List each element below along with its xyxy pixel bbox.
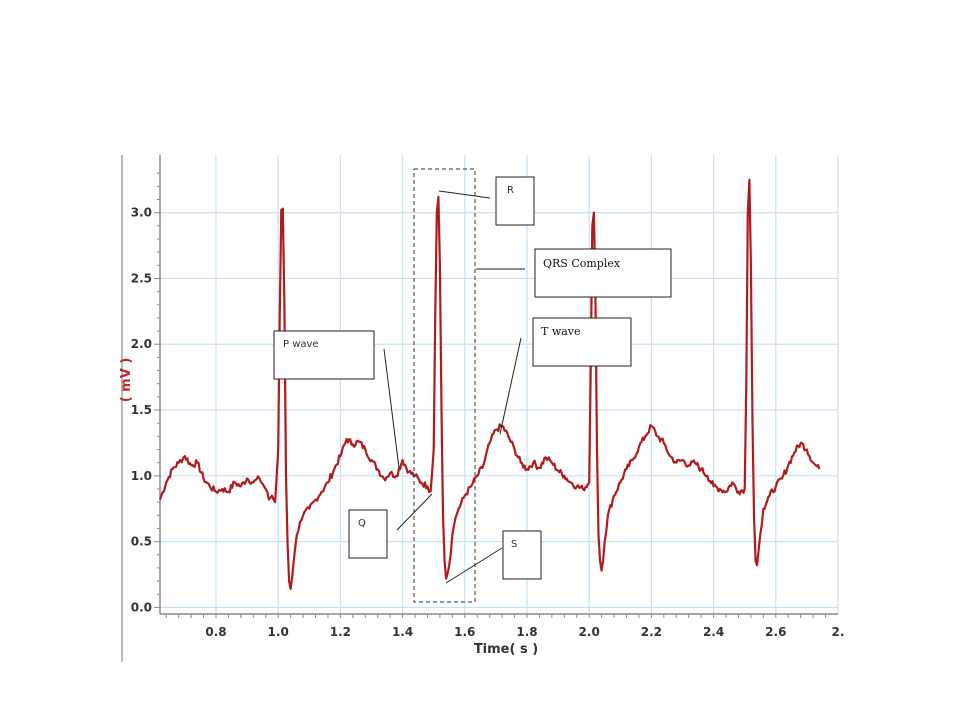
- y-tick-label-3: 1.5: [131, 403, 152, 417]
- annotation-label-p: P wave: [283, 339, 319, 350]
- series-layer: [158, 178, 821, 591]
- x-tick-label-10: 2.: [832, 625, 845, 639]
- annotation-leader-p: [383, 348, 400, 469]
- x-tick-label-5: 1.8: [516, 625, 537, 639]
- annotation-layer: R QRS Complex T wave P wave Q S: [273, 168, 672, 603]
- x-tick-label-2: 1.2: [330, 625, 351, 639]
- annotation-box-s: [502, 530, 542, 580]
- y-tick-label-2: 1.0: [131, 469, 152, 483]
- x-tick-label-7: 2.2: [641, 625, 662, 639]
- annotation-leader-q: [396, 493, 433, 531]
- annotation-box-t: [532, 317, 632, 367]
- annotation-leader-r: [438, 190, 491, 199]
- x-tick-label-9: 2.6: [765, 625, 786, 639]
- annotation-label-s: S: [511, 539, 517, 550]
- x-tick-label-3: 1.4: [392, 625, 413, 639]
- annotation-box-r: [495, 176, 535, 226]
- annotation-box-p: [273, 330, 375, 380]
- annotation-box-q: [348, 509, 388, 559]
- y-tick-label-0: 0.0: [131, 600, 152, 614]
- annotation-box-qrs: [534, 248, 672, 298]
- qrs-complex-dashed-box: [413, 168, 476, 603]
- annotation-label-t: T wave: [541, 325, 581, 338]
- y-axis-label: ( mV ): [119, 358, 134, 403]
- x-tick-label-4: 1.6: [454, 625, 475, 639]
- y-tick-label-1: 0.5: [131, 535, 152, 549]
- tick-labels: 0.8 1.0 1.2 1.4 1.6 1.8 2.0 2.2 2.4 2.6 2. 0.0 0.5 1.…: [131, 206, 845, 639]
- axes: [121, 155, 838, 662]
- annotation-leader-t: [499, 337, 522, 435]
- y-tick-label-4: 2.0: [131, 337, 152, 351]
- y-tick-label-5: 2.5: [131, 271, 152, 285]
- x-tick-label-6: 2.0: [579, 625, 600, 639]
- x-tick-label-1: 1.0: [268, 625, 289, 639]
- x-tick-label-8: 2.4: [703, 625, 724, 639]
- annotation-label-q: Q: [358, 518, 366, 529]
- y-tick-label-6: 3.0: [131, 206, 152, 220]
- annotation-label-r: R: [507, 185, 514, 196]
- x-tick-label-0: 0.8: [205, 625, 226, 639]
- annotation-label-qrs: QRS Complex: [543, 257, 621, 270]
- ecg-trace-series-0: [158, 178, 821, 591]
- x-axis-label: Time( s ): [474, 642, 538, 657]
- annotation-leader-s: [445, 547, 503, 584]
